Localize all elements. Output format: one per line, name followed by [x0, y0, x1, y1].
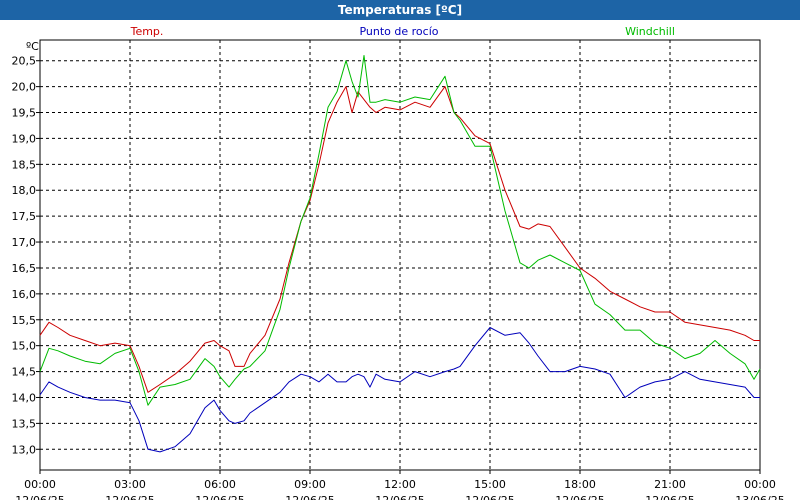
series-line [39, 55, 761, 406]
y-tick-label: 20,0 [12, 81, 37, 94]
legend: Temp. Punto de rocío Windchill [130, 25, 675, 38]
y-tick-label: 18,0 [12, 184, 37, 197]
x-tick-date: 12/06/25 [15, 494, 64, 500]
y-tick-label: 13,5 [12, 417, 37, 430]
x-tick-labels: 00:00 12/06/25 03:00 12/06/25 06:00 12/06/25 0… [15, 470, 785, 500]
y-tick-label: 19,5 [12, 107, 37, 120]
x-tick-date: 12/06/25 [645, 494, 694, 500]
y-tick-label: 15,5 [12, 314, 37, 327]
x-tick-time: 00:00 [24, 478, 56, 491]
grid-lines [40, 40, 760, 470]
x-tick-date: 12/06/25 [375, 494, 424, 500]
legend-entry: Windchill [625, 25, 675, 38]
y-tick-labels: 20,5 20,0 19,5 19,0 18,5 18,0 17,5 17,0 16,5 16,0… [12, 55, 40, 456]
window-title: Temperaturas [ºC] [0, 0, 800, 20]
y-tick-label: 14,5 [12, 366, 37, 379]
x-tick-date: 12/06/25 [105, 494, 154, 500]
y-tick-label: 17,5 [12, 210, 37, 223]
x-tick-time: 18:00 [564, 478, 596, 491]
x-tick-time: 00:00 [744, 478, 776, 491]
x-tick-date: 12/06/25 [465, 494, 514, 500]
x-tick-time: 15:00 [474, 478, 506, 491]
y-tick-label: 16,0 [12, 288, 37, 301]
x-tick-time: 09:00 [294, 478, 326, 491]
y-tick-label: 20,5 [12, 55, 37, 68]
legend-entry: Temp. [130, 25, 164, 38]
x-tick-date: 12/06/25 [195, 494, 244, 500]
y-tick-label: 15,0 [12, 340, 37, 353]
legend-entry: Punto de rocío [359, 25, 438, 38]
series-line [39, 327, 760, 453]
x-tick-time: 12:00 [384, 478, 416, 491]
y-tick-label: 18,5 [12, 158, 37, 171]
y-tick-label: 19,0 [12, 132, 37, 145]
x-tick-date: 12/06/25 [555, 494, 604, 500]
x-tick-time: 21:00 [654, 478, 686, 491]
chart-canvas: 20,5 20,0 19,5 19,0 18,5 18,0 17,5 17,0 16,5 16,0… [12, 25, 785, 500]
x-tick-time: 06:00 [204, 478, 236, 491]
series-lines [39, 55, 761, 453]
plot-area [39, 39, 761, 471]
y-tick-label: 13,0 [12, 443, 37, 456]
y-tick-label: 16,5 [12, 262, 37, 275]
y-axis-unit: ºC [26, 40, 39, 53]
x-tick-time: 03:00 [114, 478, 146, 491]
y-tick-label: 14,0 [12, 391, 37, 404]
series-line [39, 86, 760, 393]
x-tick-date: 13/06/25 [735, 494, 784, 500]
y-tick-label: 17,0 [12, 236, 37, 249]
x-tick-date: 12/06/25 [285, 494, 334, 500]
